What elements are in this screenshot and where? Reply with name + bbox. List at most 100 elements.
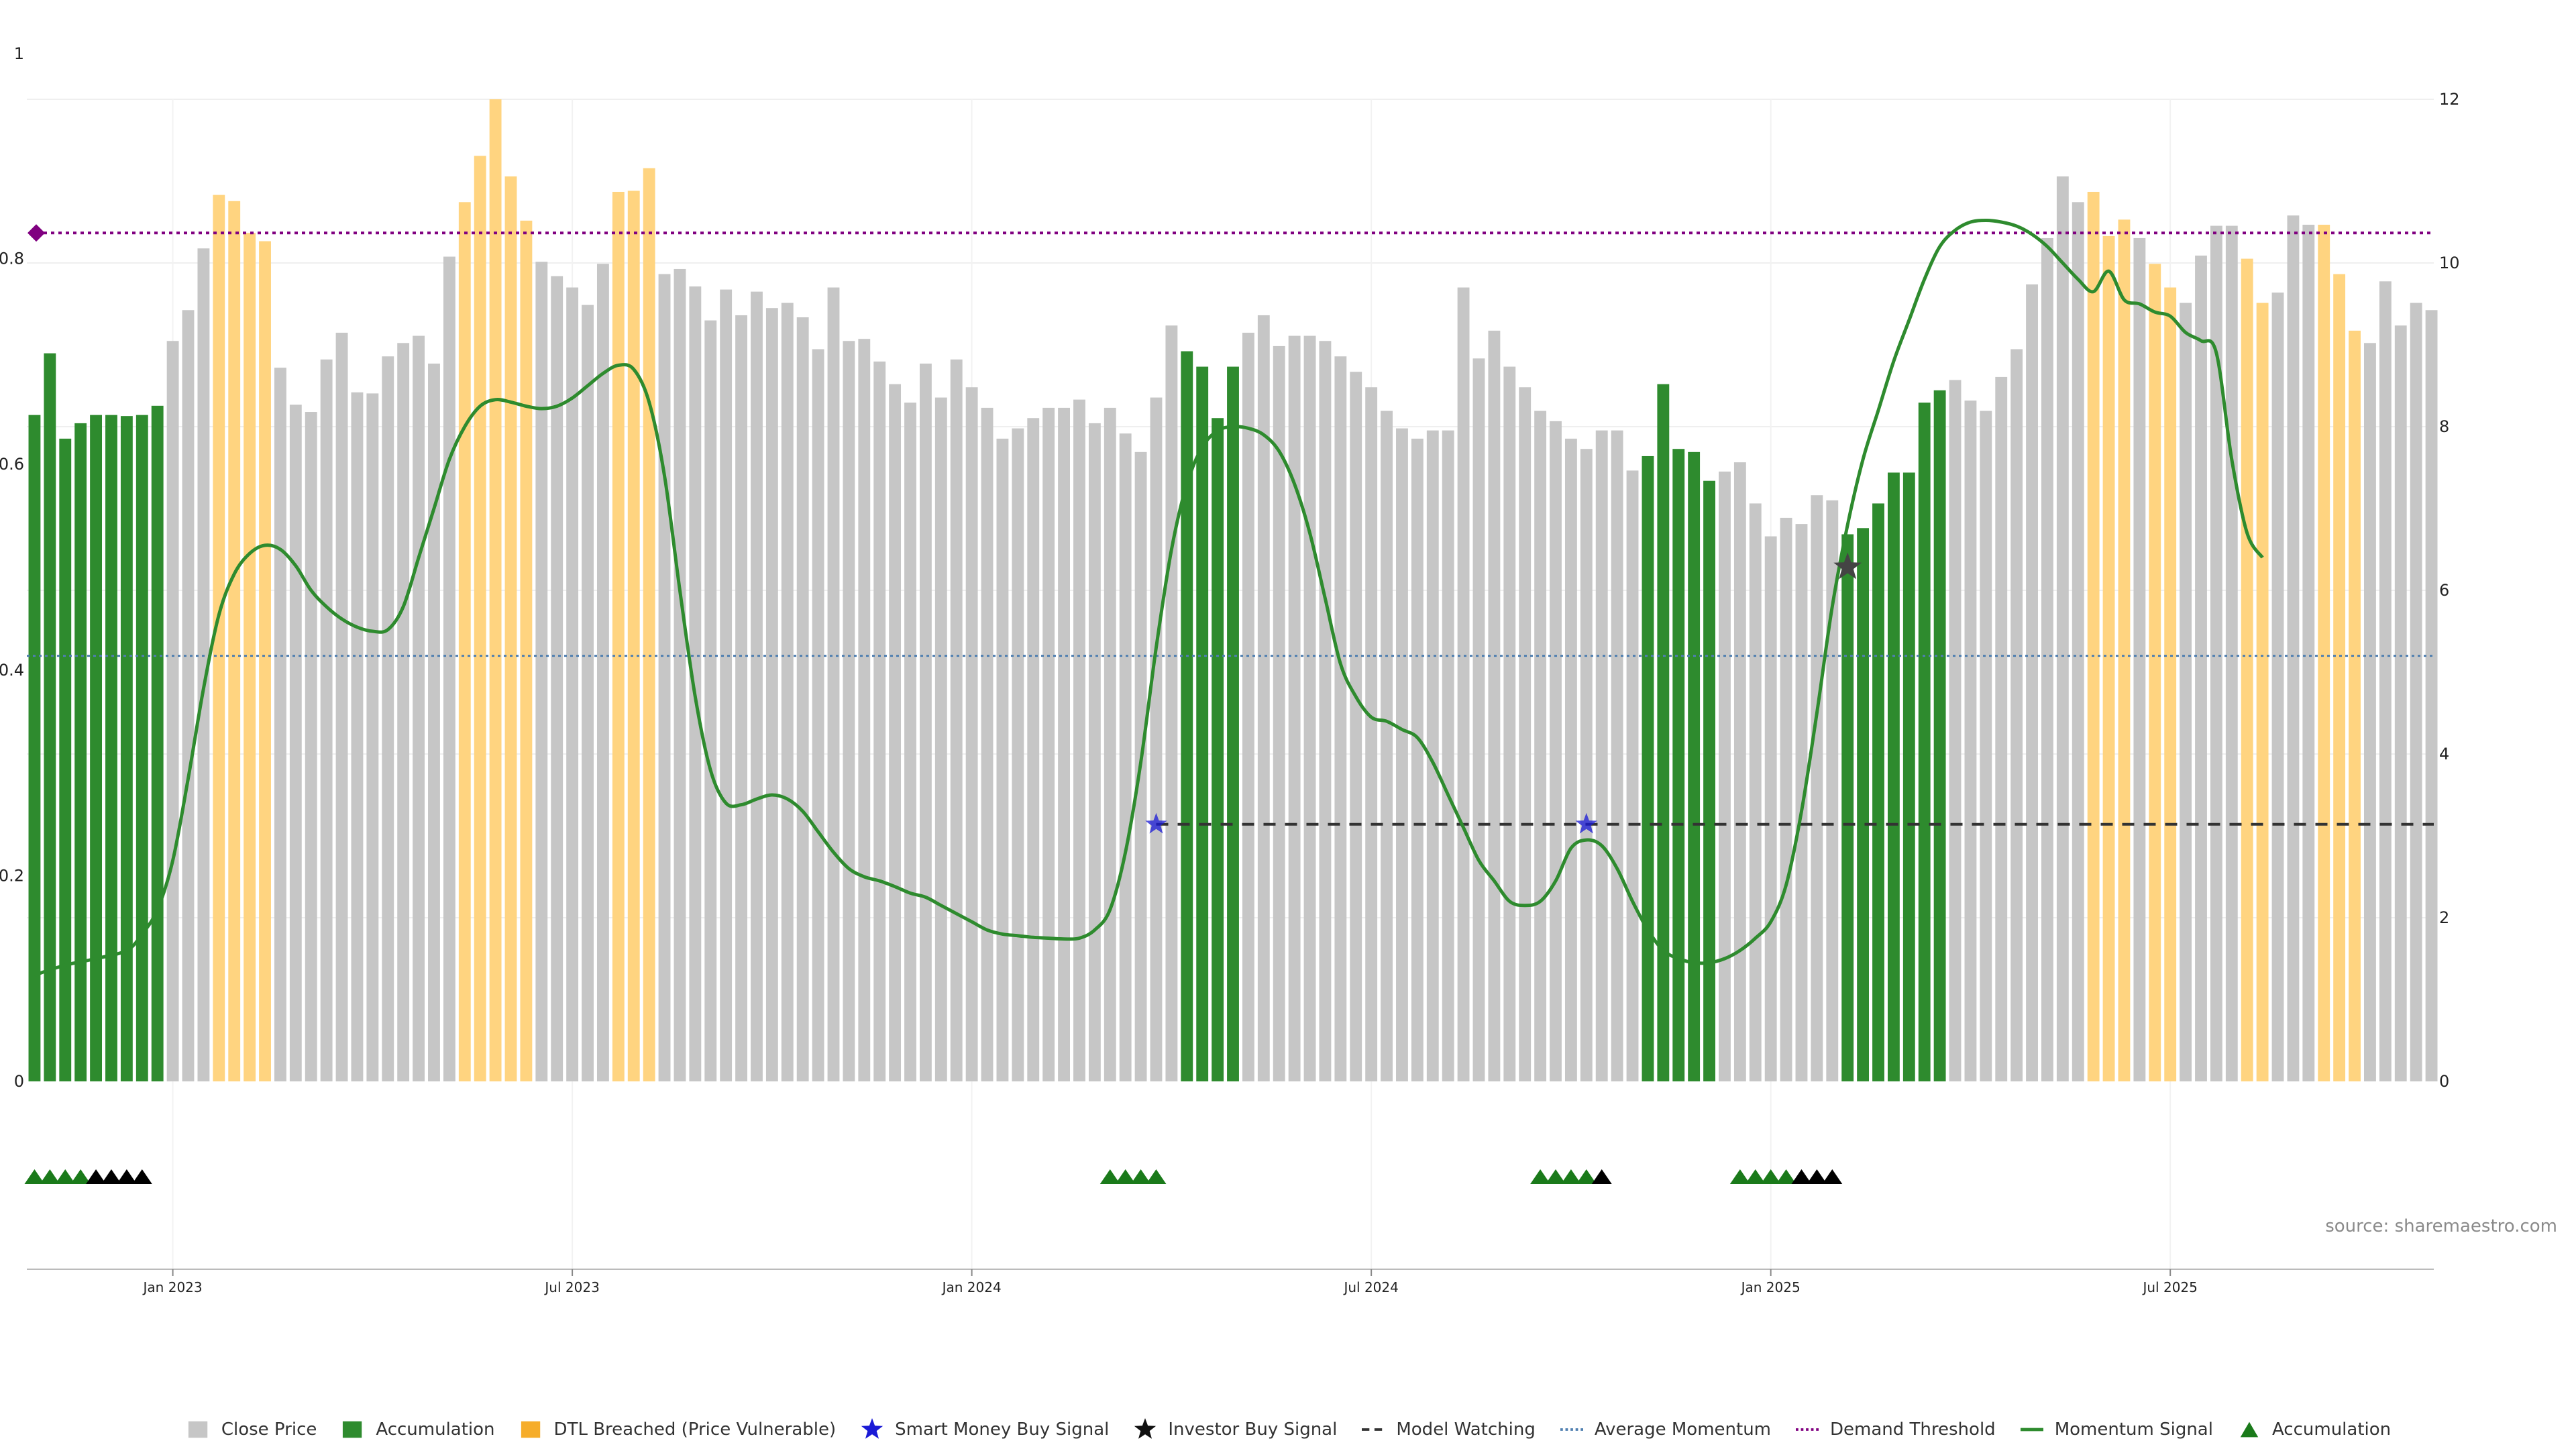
dtl-breached-bar	[643, 168, 655, 1081]
legend-symbol-watch	[1362, 1428, 1385, 1431]
accumulation-bar	[1196, 366, 1209, 1081]
legend-symbol-accumtri	[2240, 1421, 2259, 1438]
accumulation-bar	[151, 405, 164, 1081]
close-price-bar	[1381, 411, 1393, 1081]
close-price-bar	[981, 407, 994, 1081]
close-price-bar	[351, 392, 364, 1081]
close-price-bar	[335, 332, 348, 1081]
accumulation-bar	[1887, 472, 1900, 1081]
accumulation-bar	[1933, 390, 1946, 1082]
dtl-breached-bar	[2118, 219, 2131, 1082]
close-price-bar	[2041, 237, 2053, 1081]
close-price-bar	[674, 268, 686, 1082]
close-price-bar	[2287, 215, 2300, 1081]
accumulation-bar	[1688, 451, 1701, 1081]
indicator-lines	[27, 219, 2434, 977]
legend-item-close: Close Price	[185, 1418, 317, 1441]
close-price-bar	[658, 274, 671, 1082]
close-price-bar	[1780, 517, 1792, 1081]
legend-item-accumtri: Accumulation	[2236, 1418, 2391, 1441]
legend: Close Price Accumulation DTL Breached (Pri…	[0, 1414, 2576, 1445]
right-axis-tick: 8	[2439, 417, 2449, 436]
accumulation-bar	[1857, 528, 1870, 1081]
close-price-bar	[1457, 287, 1470, 1081]
legend-item-avg: Average Momentum	[1558, 1418, 1771, 1441]
close-price-bar	[1811, 495, 1823, 1081]
accumulation-bar	[1657, 384, 1670, 1081]
close-price-bar	[1411, 438, 1424, 1081]
investor-triangle	[1791, 1169, 1812, 1184]
legend-symbol-avg	[1560, 1428, 1583, 1431]
close-price-bar	[582, 305, 594, 1081]
dtl-breached-bar	[458, 202, 471, 1081]
close-price-bar	[1165, 325, 1178, 1081]
close-price-bar	[919, 363, 932, 1081]
close-price-bar	[166, 341, 179, 1081]
legend-label: Accumulation	[376, 1419, 495, 1440]
close-price-bar	[1012, 428, 1024, 1081]
accumulation-bar	[44, 353, 56, 1081]
close-price-bar	[858, 339, 871, 1082]
legend-label: Accumulation	[2271, 1419, 2392, 1440]
accumulation-triangle	[1760, 1169, 1781, 1184]
legend-symbol-smart	[861, 1418, 883, 1439]
demand-threshold-marker	[28, 224, 45, 242]
close-price-bar	[1980, 411, 1992, 1081]
legend-symbol-accum	[343, 1421, 362, 1438]
x-axis-tick: Jul 2025	[2141, 1279, 2197, 1295]
close-price-bar	[2225, 225, 2238, 1081]
accumulation-triangle	[1576, 1169, 1597, 1184]
accumulation-triangle	[1729, 1169, 1750, 1184]
accumulation-bar	[1902, 472, 1915, 1081]
dtl-breached-bar	[2164, 287, 2177, 1081]
close-price-bar	[1626, 470, 1639, 1081]
close-price-bar	[1580, 449, 1593, 1081]
close-price-bar	[2410, 303, 2422, 1081]
close-price-bar	[2364, 343, 2376, 1082]
close-price-bar	[2379, 281, 2392, 1081]
close-price-bar	[1365, 387, 1378, 1081]
close-price-bar	[413, 335, 425, 1081]
close-price-bar	[1519, 387, 1532, 1081]
signal-triangles	[24, 1169, 1843, 1184]
accumulation-triangle	[40, 1169, 60, 1184]
close-price-bar	[781, 303, 794, 1081]
close-price-bar	[1319, 341, 1332, 1081]
close-price-bar	[1442, 430, 1454, 1081]
investor-triangle	[86, 1169, 107, 1184]
legend-item-watch: Model Watching	[1360, 1418, 1536, 1441]
close-price-bar	[689, 286, 702, 1081]
legend-item-demand: Demand Threshold	[1794, 1418, 1996, 1441]
accumulation-bar	[1212, 418, 1224, 1081]
close-price-bar	[1611, 430, 1623, 1081]
dtl-breached-bar	[2102, 235, 2115, 1081]
close-price-bar	[1334, 356, 1347, 1081]
dtl-breached-bar	[2349, 330, 2361, 1081]
left-axis-tick: 0.4	[0, 661, 24, 680]
legend-label: DTL Breached (Price Vulnerable)	[553, 1419, 837, 1440]
close-price-bar	[873, 361, 886, 1081]
legend-symbol-dtl	[521, 1421, 540, 1438]
close-price-bar	[1242, 332, 1254, 1081]
accumulation-bar	[120, 416, 133, 1081]
close-price-bar	[1719, 471, 1731, 1081]
signal-markers	[1145, 552, 1862, 834]
accumulation-bar	[1872, 503, 1884, 1081]
legend-label: Momentum Signal	[2054, 1419, 2213, 1440]
close-price-bar	[2271, 292, 2284, 1081]
accumulation-bar	[1703, 480, 1715, 1081]
accumulation-bar	[28, 415, 41, 1081]
close-price-bar	[1350, 372, 1362, 1081]
legend-label: Demand Threshold	[1830, 1419, 1996, 1440]
legend-symbol-demand	[1796, 1428, 1819, 1431]
close-price-bar	[1488, 330, 1501, 1081]
close-price-bar	[2056, 176, 2069, 1081]
legend-item-investor: Investor Buy Signal	[1132, 1418, 1337, 1441]
x-axis-tick: Jul 2023	[543, 1279, 599, 1295]
close-price-bar	[827, 287, 840, 1081]
smart-money-buy-star	[1145, 812, 1167, 834]
dtl-breached-bar	[504, 176, 517, 1081]
legend-label: Investor Buy Signal	[1168, 1419, 1338, 1440]
close-price-bar	[904, 402, 916, 1081]
close-price-bar	[1073, 399, 1085, 1081]
